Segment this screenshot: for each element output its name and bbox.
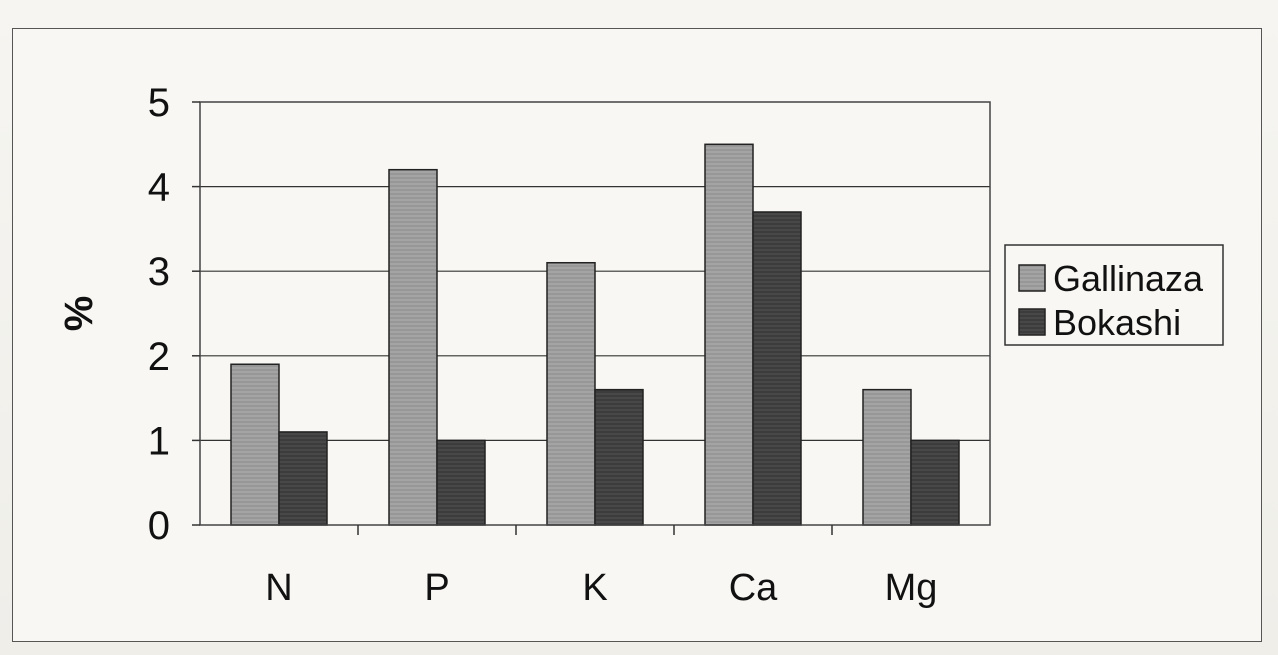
x-tick-label: N bbox=[265, 567, 292, 609]
legend-swatch-gallinaza bbox=[1018, 264, 1046, 292]
y-tick-label: 2 bbox=[148, 335, 170, 379]
bar-bokashi-ca bbox=[752, 211, 802, 526]
bar-bokashi-mg bbox=[910, 439, 960, 526]
plot-area-border bbox=[199, 101, 991, 526]
y-axis-label: % bbox=[57, 296, 101, 332]
x-tick-label: Mg bbox=[885, 567, 938, 609]
bar-gallinaza-n bbox=[230, 363, 280, 526]
axes bbox=[192, 101, 991, 535]
y-tick-label: 0 bbox=[148, 504, 170, 548]
bar-gallinaza-ca bbox=[704, 143, 754, 526]
bar-bokashi-k bbox=[594, 388, 644, 526]
legend-label-gallinaza: Gallinaza bbox=[1053, 258, 1204, 299]
x-tick-label: Ca bbox=[729, 567, 778, 609]
y-tick-label: 5 bbox=[148, 81, 170, 125]
bar-gallinaza-mg bbox=[862, 388, 912, 526]
legend-swatch-bokashi bbox=[1018, 308, 1046, 336]
y-tick-label: 3 bbox=[148, 250, 170, 294]
bar-bokashi-p bbox=[436, 439, 486, 526]
bar-bokashi-n bbox=[278, 431, 328, 526]
x-tick-label: P bbox=[424, 567, 449, 609]
bar-gallinaza-k bbox=[546, 261, 596, 526]
x-tick-label: K bbox=[582, 567, 607, 609]
y-tick-label: 4 bbox=[148, 166, 170, 210]
legend-label-bokashi: Bokashi bbox=[1053, 302, 1181, 343]
y-tick-label: 1 bbox=[148, 419, 170, 463]
bars bbox=[230, 143, 960, 526]
axis-labels: 0 1 2 3 4 5% N P K Ca Mg bbox=[57, 81, 937, 609]
bar-gallinaza-p bbox=[388, 168, 438, 526]
